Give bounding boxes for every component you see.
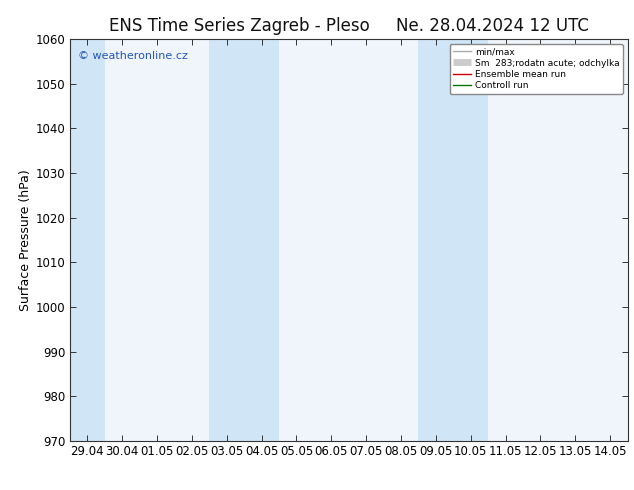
Legend: min/max, Sm  283;rodatn acute; odchylka, Ensemble mean run, Controll run: min/max, Sm 283;rodatn acute; odchylka, … xyxy=(450,44,623,94)
Bar xyxy=(244,39,279,441)
Text: © weatheronline.cz: © weatheronline.cz xyxy=(78,51,188,61)
Y-axis label: Surface Pressure (hPa): Surface Pressure (hPa) xyxy=(18,169,32,311)
Bar xyxy=(453,39,488,441)
Bar xyxy=(418,39,453,441)
Bar xyxy=(209,39,244,441)
Title: ENS Time Series Zagreb - Pleso     Ne. 28.04.2024 12 UTC: ENS Time Series Zagreb - Pleso Ne. 28.04… xyxy=(109,17,588,35)
Bar xyxy=(70,39,105,441)
